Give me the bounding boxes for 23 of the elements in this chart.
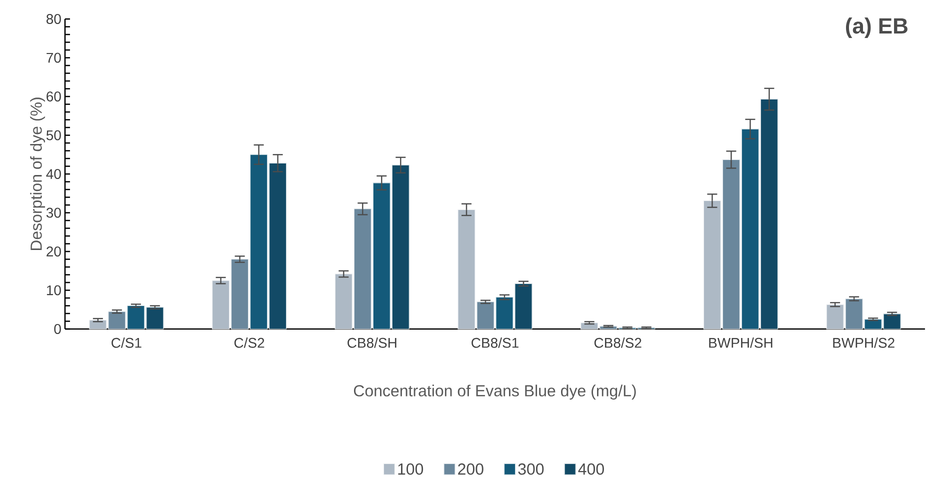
annotation: (a) EB	[846, 18, 908, 38]
y-tick-label: 60	[46, 92, 61, 102]
x-tick-label: C/S1	[112, 338, 142, 348]
y-tick-label: 30	[46, 208, 61, 218]
y-tick-label: 10	[46, 285, 61, 296]
legend-label: 200	[458, 463, 484, 475]
y-tick-label: 40	[46, 169, 61, 179]
y-axis-title: Desorption of dye (%)	[30, 98, 46, 250]
x-tick-label: C/S2	[234, 338, 264, 348]
x-tick-label: BWPH/S2	[833, 338, 894, 348]
legend-label: 300	[518, 463, 544, 475]
x-tick-label: CB8/S2	[594, 338, 642, 348]
y-tick-label: 20	[46, 246, 61, 256]
legend-label: 400	[578, 463, 604, 475]
y-tick-label: 50	[46, 130, 61, 140]
y-tick-label: 80	[46, 14, 61, 24]
x-tick-label: CB8/SH	[348, 338, 396, 348]
x-tick-label: CB8/S1	[472, 338, 518, 348]
y-tick-label: 0	[54, 324, 61, 334]
legend-label: 100	[398, 463, 424, 475]
y-tick-label: 70	[46, 52, 61, 63]
x-tick-label: BWPH/SH	[709, 338, 772, 348]
x-axis-title: Concentration of Evans Blue dye (mg/L)	[354, 384, 636, 400]
